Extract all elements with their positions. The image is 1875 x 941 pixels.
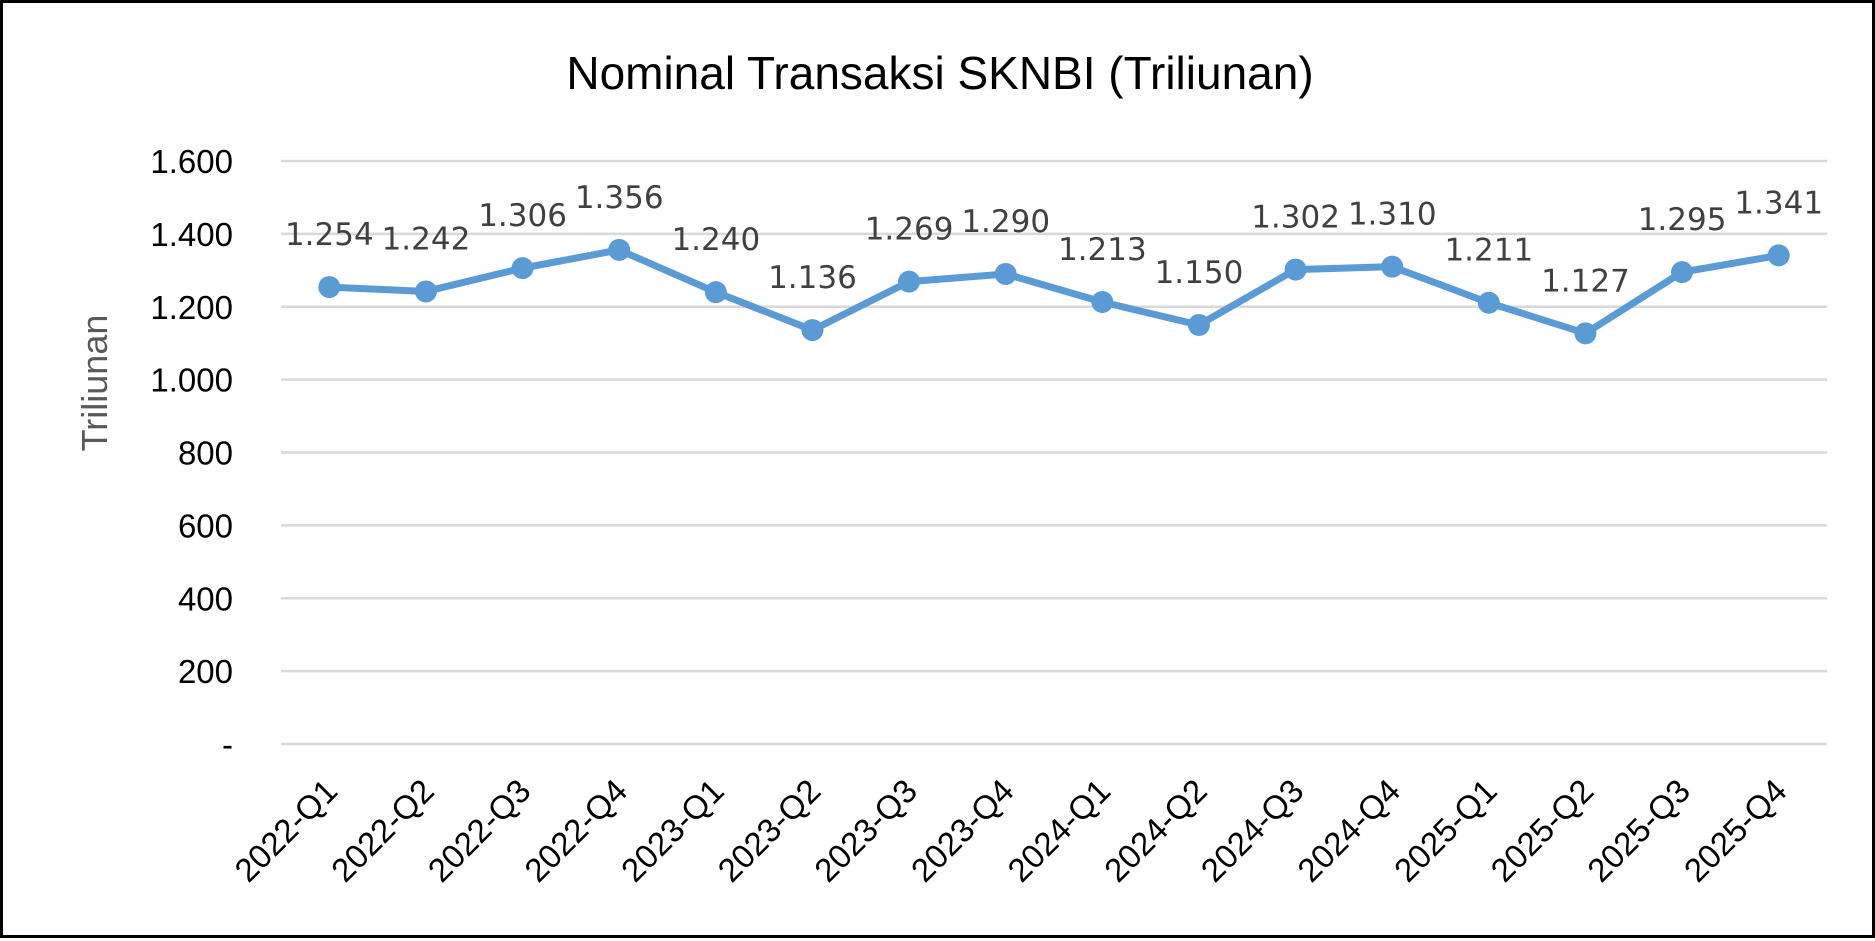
data-point (1767, 244, 1790, 267)
data-point (1574, 322, 1597, 345)
x-tick-label: 2022-Q1 (227, 772, 344, 889)
x-tick-label: 2024-Q1 (1000, 772, 1117, 889)
data-label: 1.150 (1155, 255, 1244, 291)
data-point (1671, 261, 1694, 284)
x-tick-label: 2022-Q4 (517, 772, 634, 889)
data-label: 1.306 (478, 198, 567, 234)
x-tick-label: 2025-Q2 (1483, 772, 1600, 889)
data-label: 1.290 (961, 204, 1050, 240)
x-tick-label: 2024-Q4 (1290, 772, 1407, 889)
data-label: 1.310 (1348, 197, 1437, 233)
data-point (801, 319, 824, 342)
x-tick-label: 2023-Q1 (614, 772, 731, 889)
data-point (511, 257, 534, 280)
chart-title: Nominal Transaksi SKNBI (Triliunan) (566, 47, 1313, 99)
data-label: 1.302 (1251, 200, 1340, 236)
data-label: 1.136 (768, 260, 857, 296)
data-point (704, 281, 727, 304)
y-tick-label: 1.400 (150, 216, 233, 253)
series-layer (318, 238, 1790, 345)
series-line (325, 246, 1783, 337)
y-tick-label: 1.600 (150, 143, 233, 180)
y-tick-label: - (222, 726, 233, 763)
x-tick-label: 2022-Q3 (421, 772, 538, 889)
data-point (1381, 255, 1404, 278)
data-label: 1.341 (1734, 185, 1823, 221)
x-tick-label: 2025-Q1 (1387, 772, 1504, 889)
data-point (1477, 291, 1500, 314)
data-label: 1.127 (1541, 263, 1630, 299)
y-tick-label: 200 (178, 653, 233, 690)
x-axis-ticks: 2022-Q12022-Q22022-Q32022-Q42023-Q12023-… (227, 772, 1793, 889)
data-point (318, 276, 341, 299)
data-label: 1.356 (575, 180, 664, 216)
data-point (608, 238, 631, 261)
data-point (994, 262, 1017, 285)
data-label: 1.213 (1058, 232, 1147, 268)
x-tick-label: 2023-Q4 (904, 772, 1021, 889)
x-tick-label: 2024-Q3 (1194, 772, 1311, 889)
data-label: 1.211 (1444, 233, 1533, 269)
data-label: 1.295 (1638, 202, 1727, 238)
y-axis-label: Triliunan (74, 315, 115, 452)
x-tick-label: 2025-Q3 (1580, 772, 1697, 889)
x-tick-label: 2023-Q3 (807, 772, 924, 889)
x-tick-label: 2025-Q4 (1677, 772, 1794, 889)
data-point (1091, 291, 1114, 314)
gridlines (281, 159, 1827, 746)
data-point (1284, 258, 1307, 281)
data-label: 1.269 (865, 212, 954, 248)
data-label: 1.254 (285, 217, 374, 253)
x-tick-label: 2022-Q2 (324, 772, 441, 889)
y-tick-label: 400 (178, 580, 233, 617)
y-tick-label: 600 (178, 507, 233, 544)
data-label: 1.240 (671, 222, 760, 258)
y-tick-label: 1.200 (150, 289, 233, 326)
y-axis-ticks: - 200 400 600 800 1.000 1.200 1.400 1.600 (150, 143, 233, 763)
y-tick-label: 800 (178, 435, 233, 472)
data-point (414, 280, 437, 303)
x-tick-label: 2023-Q2 (710, 772, 827, 889)
x-tick-label: 2024-Q2 (1097, 772, 1214, 889)
data-point (1187, 313, 1210, 336)
data-point (898, 270, 921, 293)
data-label: 1.242 (382, 221, 471, 257)
y-tick-label: 1.000 (150, 362, 233, 399)
line-chart: Nominal Transaksi SKNBI (Triliunan) Tril… (74, 47, 1827, 889)
